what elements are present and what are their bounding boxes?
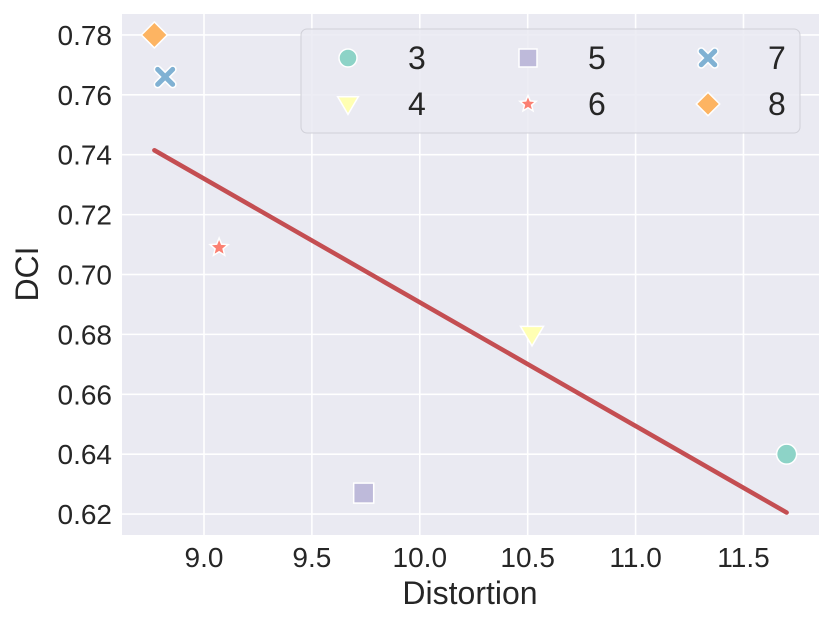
x-tick-labels: 9.0 9.5 10.0 10.5 11.0 11.5 [185,542,770,573]
x-marker-stroke [155,66,176,87]
x-tick-label: 11.5 [717,542,769,573]
data-point-8 [140,20,169,50]
legend: 3 4 5 6 7 8 [300,28,801,134]
y-axis-label: DCI [9,246,45,301]
legend-label-8: 8 [768,86,786,122]
legend-label-3: 3 [408,40,426,76]
legend-marker-8 [695,91,721,117]
x-axis-label: Distortion [402,575,537,611]
legend-marker-5 [518,48,538,68]
data-point-4 [519,325,545,348]
legend-label-7: 7 [768,40,786,76]
y-tick-label: 0.66 [58,379,113,410]
x-tick-label: 10.5 [500,542,555,573]
legend-frame [300,28,801,134]
legend-marker-6 [517,93,539,113]
data-point-6 [208,236,231,257]
legend-marker-7 [697,47,719,69]
fit-line-group [152,147,789,515]
legend-label-6: 6 [588,86,606,122]
legend-label-4: 4 [408,86,426,122]
legend-label-5: 5 [588,40,606,76]
y-tick-label: 0.70 [58,260,113,291]
y-tick-label: 0.62 [58,499,113,530]
data-point-5 [352,482,375,504]
y-tick-label: 0.78 [58,20,113,51]
x-tick-label: 11.0 [609,542,661,573]
legend-marker-3 [338,48,358,68]
x-marker-stroke [698,48,718,68]
y-tick-label: 0.76 [58,80,113,111]
y-tick-labels: 0.62 0.64 0.66 0.68 0.70 0.72 0.74 0.76 0.78 [58,20,113,530]
y-tick-label: 0.64 [58,439,113,470]
y-tick-label: 0.68 [58,319,113,350]
x-tick-label: 9.5 [292,542,331,573]
fit-line [152,147,789,515]
y-tick-label: 0.74 [58,140,113,171]
y-tick-label: 0.72 [58,200,113,231]
data-point-7 [153,65,177,89]
data-point-3 [775,443,798,465]
x-tick-label: 10.0 [393,542,448,573]
x-tick-label: 9.0 [185,542,224,573]
data-points [140,20,798,504]
legend-marker-4 [336,96,360,116]
